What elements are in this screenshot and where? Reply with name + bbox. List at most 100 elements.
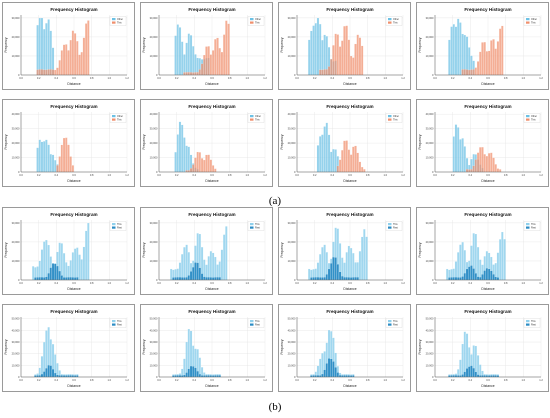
- histogram-bar-rest: [481, 375, 484, 378]
- histogram-bar-this: [474, 159, 477, 173]
- x-axis-label: Distance: [343, 179, 356, 183]
- histogram-bar-rest: [187, 368, 190, 378]
- histogram-bar-rest: [34, 277, 37, 281]
- x-tick-label: 0.4: [193, 378, 197, 382]
- histogram-bar-rest: [51, 369, 55, 378]
- histogram-bar-rest: [178, 375, 182, 378]
- legend-swatch: [112, 21, 116, 24]
- histogram-bar-this: [209, 159, 213, 173]
- x-tick-label: 1.2: [263, 76, 267, 80]
- histogram-bar-this: [349, 55, 353, 76]
- legend-label: This: [393, 118, 398, 121]
- histogram-bar-this: [499, 239, 502, 281]
- histogram-bar-this: [51, 69, 55, 76]
- histogram-bar-this: [479, 51, 482, 76]
- histogram-bar-other: [323, 126, 326, 173]
- x-tick-label: 0.4: [469, 173, 473, 177]
- histogram-bar-other: [181, 124, 184, 173]
- legend-label: Rest: [531, 226, 536, 229]
- histogram-bar-this: [216, 37, 219, 76]
- y-tick-label: 20,000: [12, 141, 20, 145]
- histogram-bar-rest: [476, 276, 480, 281]
- x-tick-label: 0.8: [366, 378, 370, 382]
- histogram-bar-rest: [189, 365, 193, 378]
- legend-label: This: [393, 320, 398, 323]
- histogram-bar-this: [36, 69, 39, 76]
- histogram-bar-rest: [465, 368, 469, 378]
- x-axis-label: Distance: [205, 82, 218, 86]
- histogram-bar-other: [325, 36, 328, 76]
- histogram-bar-this: [214, 168, 217, 173]
- histogram-bar-other: [448, 39, 451, 76]
- y-tick-label: 30,000: [150, 16, 158, 20]
- histogram-bar-rest: [51, 263, 55, 281]
- histogram-svg: Frequency Histogram 0 10,000 20,000 30,000 0.…: [4, 212, 129, 291]
- subplot-a-8: Frequency Histogram 0 10,000 20,000 30,000 40…: [416, 99, 549, 187]
- histogram-bar-this: [43, 241, 46, 281]
- histogram-bar-other: [314, 23, 317, 76]
- x-tick-label: 0.8: [366, 281, 370, 285]
- x-tick-label: 1.2: [125, 378, 129, 382]
- y-tick-label: 50,000: [426, 317, 434, 321]
- histogram-bar-rest: [40, 277, 44, 281]
- x-tick-label: 0.8: [228, 173, 232, 177]
- histogram-bar-this: [76, 41, 79, 76]
- histogram-bar-rest: [69, 277, 72, 281]
- histogram-bar-this: [214, 39, 217, 76]
- legend-label: Other: [117, 18, 123, 21]
- subplot-a-5: Frequency Histogram 0 10,000 20,000 30,000 40…: [2, 99, 135, 187]
- chart-title: Frequency Histogram: [50, 7, 97, 12]
- x-tick-label: 1.0: [384, 378, 388, 382]
- y-tick-label: 0: [18, 73, 20, 77]
- legend-swatch: [112, 115, 116, 118]
- histogram-svg: Frequency Histogram 0 10,000 20,000 30,000 0.…: [142, 7, 267, 86]
- legend-swatch: [526, 115, 530, 118]
- histogram-bar-this: [189, 168, 193, 173]
- histogram-bar-other: [49, 30, 52, 76]
- histogram-bar-this: [62, 253, 66, 281]
- histogram-bar-other: [454, 26, 458, 76]
- histogram-bar-this: [198, 69, 201, 76]
- histogram-bar-this: [483, 42, 486, 76]
- histogram-bar-other: [323, 34, 326, 76]
- x-tick-label: 0.4: [469, 378, 473, 382]
- x-tick-label: 0.6: [348, 378, 352, 382]
- histogram-bar-this: [347, 245, 351, 281]
- x-axis-label: Distance: [67, 384, 80, 388]
- histogram-bar-other: [319, 136, 322, 173]
- y-tick-label: 40,000: [12, 112, 20, 116]
- y-axis-label: Frequency: [418, 37, 422, 52]
- x-axis-label: Distance: [205, 179, 218, 183]
- histogram-bar-this: [336, 165, 339, 173]
- histogram-bar-this: [352, 253, 355, 281]
- histogram-bar-rest: [494, 276, 497, 281]
- histogram-bar-this: [209, 251, 213, 281]
- legend-label: This: [531, 21, 536, 24]
- histogram-bar-rest: [214, 277, 217, 281]
- legend-swatch: [526, 118, 530, 121]
- histogram-bar-rest: [176, 277, 179, 281]
- subplot-a-7: Frequency Histogram 0 10,000 20,000 30,000 40…: [278, 99, 411, 187]
- x-tick-label: 1.0: [384, 173, 388, 177]
- histogram-bar-rest: [216, 375, 219, 378]
- histogram-bar-this: [341, 150, 344, 173]
- histogram-bar-rest: [481, 274, 484, 281]
- legend-swatch: [250, 320, 254, 323]
- histogram-bar-this: [319, 69, 322, 76]
- histogram-bar-this: [185, 170, 188, 173]
- histogram-bar-this: [481, 147, 484, 173]
- x-tick-label: 0.6: [348, 173, 352, 177]
- y-tick-label: 10,000: [288, 363, 296, 367]
- histogram-bar-this: [209, 54, 213, 76]
- chart-title: Frequency Histogram: [50, 104, 97, 109]
- chart-title: Frequency Histogram: [326, 104, 373, 109]
- histogram-bar-this: [189, 72, 193, 76]
- histogram-bar-this: [192, 72, 195, 76]
- x-tick-label: 0.6: [486, 281, 490, 285]
- histogram-bar-rest: [36, 277, 39, 281]
- y-tick-label: 10,000: [288, 156, 296, 160]
- histogram-bar-this: [67, 50, 70, 76]
